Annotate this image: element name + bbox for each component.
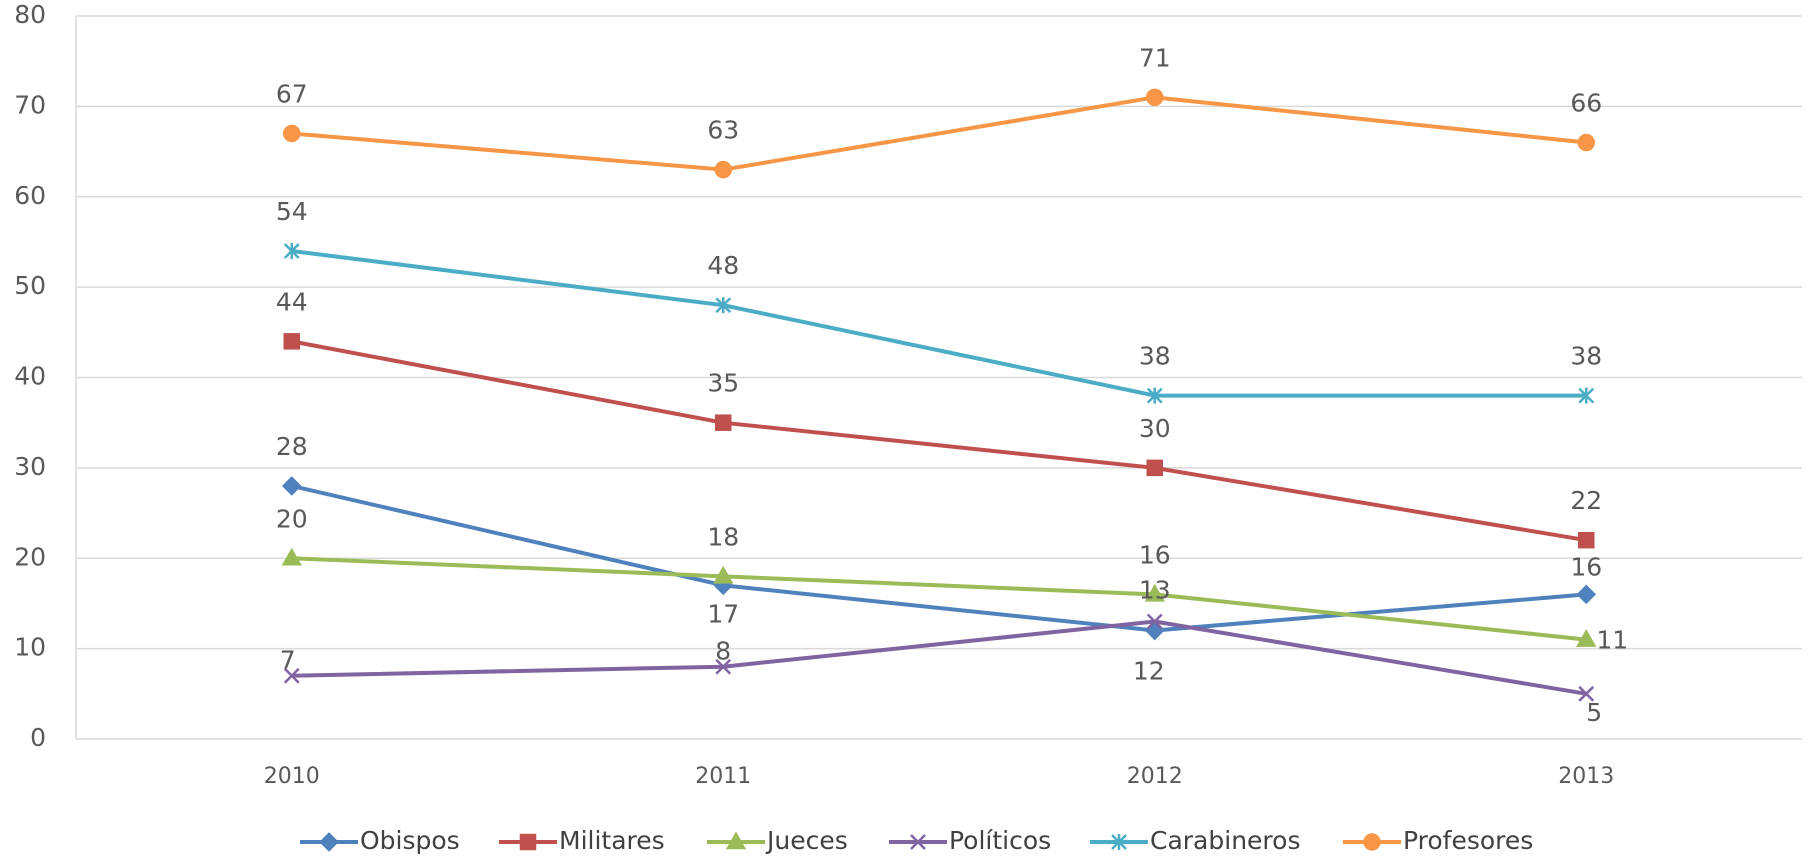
data-label: 20 xyxy=(276,504,308,533)
data-point xyxy=(283,124,301,143)
series-line xyxy=(291,619,1587,696)
data-point xyxy=(1146,88,1164,107)
data-point xyxy=(283,242,300,259)
data-point xyxy=(1146,459,1163,477)
data-label: 11 xyxy=(1596,626,1628,655)
data-point xyxy=(715,414,732,431)
data-point xyxy=(283,333,300,350)
data-point xyxy=(1578,531,1595,549)
data-label: 38 xyxy=(1139,342,1171,371)
data-label: 66 xyxy=(1570,89,1602,118)
data-point xyxy=(1576,584,1597,605)
data-label: 67 xyxy=(276,79,308,108)
data-point xyxy=(1576,629,1597,647)
y-tick-label: 30 xyxy=(14,452,46,481)
series-line xyxy=(291,484,1587,633)
legend-label: Jueces xyxy=(765,826,848,855)
data-label: 16 xyxy=(1139,540,1171,569)
legend-marker xyxy=(519,833,537,851)
legend-marker xyxy=(1111,834,1127,850)
data-point xyxy=(715,297,732,314)
data-label: 30 xyxy=(1139,414,1171,443)
data-label: 5 xyxy=(1586,698,1602,727)
y-tick-label: 50 xyxy=(14,271,46,300)
legend-label: Políticos xyxy=(949,826,1051,855)
x-tick-label: 2012 xyxy=(1127,764,1183,789)
data-label: 28 xyxy=(276,432,308,461)
data-label: 13 xyxy=(1139,576,1171,605)
data-label: 63 xyxy=(707,116,739,145)
data-point xyxy=(1144,583,1165,602)
y-tick-label: 40 xyxy=(14,362,46,391)
y-tick-label: 0 xyxy=(30,723,46,752)
data-point xyxy=(714,160,732,179)
legend-marker xyxy=(910,834,926,850)
series-line xyxy=(291,339,1587,543)
data-point xyxy=(281,547,302,566)
y-tick-label: 80 xyxy=(14,0,46,29)
data-label: 48 xyxy=(707,251,739,280)
data-label: 22 xyxy=(1570,486,1602,515)
legend-label: Obispos xyxy=(360,826,460,855)
data-point xyxy=(1146,613,1163,630)
data-point xyxy=(1144,620,1165,641)
legend-label: Carabineros xyxy=(1150,826,1300,855)
data-label: 44 xyxy=(276,287,308,316)
y-tick-label: 60 xyxy=(14,181,46,210)
legend-label: Militares xyxy=(559,826,665,855)
data-label: 54 xyxy=(276,197,308,226)
data-label: 38 xyxy=(1570,342,1602,371)
data-point xyxy=(713,565,734,584)
x-tick-label: 2011 xyxy=(695,764,751,789)
data-point xyxy=(1578,387,1595,404)
series-line xyxy=(291,95,1587,172)
data-label: 17 xyxy=(707,599,739,628)
data-label: 71 xyxy=(1139,43,1171,72)
data-label: 8 xyxy=(715,637,731,666)
data-label: 18 xyxy=(707,522,739,551)
data-label: 7 xyxy=(280,646,296,675)
data-point xyxy=(1578,685,1595,702)
data-point xyxy=(1146,387,1163,404)
legend-marker xyxy=(319,832,339,852)
legend-label: Profesores xyxy=(1403,826,1533,855)
data-label: 16 xyxy=(1570,552,1602,581)
y-tick-label: 70 xyxy=(14,90,46,119)
data-point xyxy=(715,658,732,675)
series-line xyxy=(291,556,1587,642)
series-line xyxy=(291,248,1587,398)
data-label: 12 xyxy=(1133,657,1165,686)
x-tick-label: 2013 xyxy=(1558,764,1614,789)
data-point xyxy=(283,667,300,684)
data-point xyxy=(281,476,302,496)
data-point xyxy=(1577,133,1595,152)
legend-marker xyxy=(725,831,747,850)
data-label: 35 xyxy=(707,369,739,398)
y-tick-label: 20 xyxy=(14,542,46,571)
y-tick-label: 10 xyxy=(14,633,46,662)
legend-marker xyxy=(1363,833,1381,851)
x-tick-label: 2010 xyxy=(264,764,320,789)
